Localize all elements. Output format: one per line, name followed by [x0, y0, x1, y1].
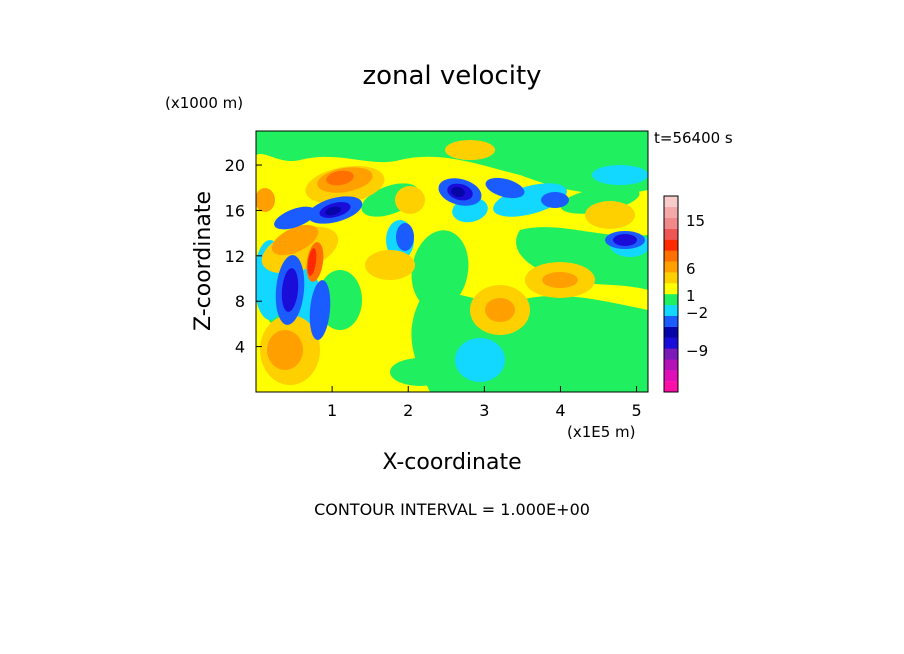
field-blob-43: [485, 177, 525, 199]
x-tick-label-0: 1: [327, 401, 337, 420]
field-blob-31: [267, 330, 303, 370]
colorbar-label-2: 1: [686, 287, 696, 305]
x-tick-label-3: 4: [555, 401, 565, 420]
x-tick-label-2: 3: [479, 401, 489, 420]
time-label: t=56400 s: [654, 129, 733, 147]
field-blob-15: [493, 183, 567, 217]
colorbar-swatch-14: [664, 228, 678, 240]
y-tick-label-0: 4: [235, 338, 245, 357]
field-blob-34: [256, 188, 275, 212]
y-tick-label-1: 8: [235, 292, 245, 311]
x-tick-label-4: 5: [631, 401, 641, 420]
field-blob-35: [326, 170, 354, 186]
field-blob-26: [585, 201, 635, 229]
colorbar-label-3: −2: [686, 304, 708, 322]
colorbar-swatch-13: [664, 239, 678, 251]
field-blob-33: [542, 272, 578, 288]
x-axis-ticks: 1 2 3 4 5: [327, 386, 642, 420]
field-blob-8: [565, 312, 635, 348]
colorbar-label-1: 6: [686, 260, 696, 278]
field-blob-28: [445, 140, 495, 160]
colorbar-frame: [663, 195, 679, 393]
field-blob-47: [281, 268, 299, 312]
colorbar-swatch-15: [664, 217, 678, 229]
field-blob-27: [395, 186, 425, 214]
colorbar-swatch-17: [664, 196, 678, 208]
contour-interval-note: CONTOUR INTERVAL = 1.000E+00: [314, 500, 590, 519]
y-tick-label-4: 20: [225, 156, 245, 175]
field-blob-46: [309, 280, 331, 340]
colorbar-labels: 15 6 1−2 −9: [686, 212, 708, 360]
y-axis-ticks: 4 8 12 16 20: [225, 156, 262, 357]
field-blob-30: [271, 224, 319, 256]
field-blob-44: [541, 192, 569, 208]
colorbar-label-0: 15: [686, 212, 705, 230]
y-tick-label-3: 16: [225, 201, 245, 220]
x-unit-label: (x1E5 m): [567, 423, 636, 441]
colorbar-swatch-5: [664, 326, 678, 338]
field-blob-10: [390, 358, 450, 386]
field-blob-51: [451, 186, 465, 198]
colorbar-swatch-6: [664, 315, 678, 327]
colorbar-swatch-12: [664, 250, 678, 262]
plot-frame: [255, 130, 649, 393]
contour-field: [256, 131, 648, 392]
field-blob-16: [592, 165, 648, 185]
colorbar-swatch-16: [664, 206, 678, 218]
field-blob-37: [307, 248, 317, 276]
field-blob-50: [613, 234, 637, 246]
colorbar-swatch-9: [664, 283, 678, 295]
colorbar-swatch-1: [664, 370, 678, 382]
colorbar-swatch-11: [664, 261, 678, 273]
colorbar-label-4: −9: [686, 342, 708, 360]
colorbar-swatch-10: [664, 272, 678, 284]
colorbar-swatch-3: [664, 348, 678, 360]
field-blob-40: [274, 206, 316, 230]
x-tick-label-1: 2: [403, 401, 413, 420]
field-blob-52: [325, 206, 341, 216]
z-unit-label: (x1000 m): [165, 94, 243, 112]
x-axis-label: X-coordinate: [382, 450, 521, 475]
colorbar-swatch-4: [664, 337, 678, 349]
y-tick-label-2: 12: [225, 247, 245, 266]
y-axis-label: Z-coordinate: [191, 191, 216, 331]
chart-title: zonal velocity: [362, 61, 541, 91]
field-blob-32: [485, 298, 515, 322]
field-blob-14: [455, 338, 505, 382]
field-blob-41: [396, 223, 414, 251]
colorbar-swatch-7: [664, 304, 678, 316]
colorbar-swatch-0: [664, 381, 678, 393]
field-region-0: [256, 131, 648, 195]
colorbar: [663, 195, 679, 393]
field-blob-23: [365, 250, 415, 280]
field-blob-4: [411, 230, 469, 310]
colorbar-swatch-8: [664, 294, 678, 306]
colorbar-swatch-2: [664, 359, 678, 371]
